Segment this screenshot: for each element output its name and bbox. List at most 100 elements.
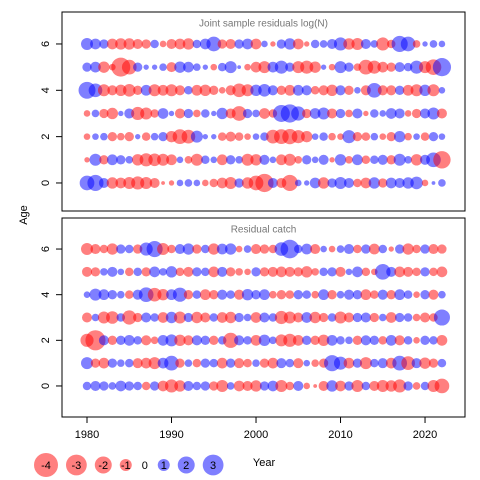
- bubble: [258, 84, 271, 97]
- bubble: [250, 38, 262, 50]
- bubble: [259, 267, 270, 277]
- bubble: [244, 63, 251, 71]
- bubble: [241, 84, 254, 97]
- bubble: [361, 267, 371, 277]
- bubble: [410, 84, 423, 97]
- bubble: [250, 61, 262, 73]
- bubble: [165, 311, 178, 324]
- bubble: [344, 381, 354, 391]
- bubble: [135, 133, 141, 140]
- bubble: [217, 39, 227, 49]
- bubble: [283, 333, 297, 347]
- bubble: [193, 109, 201, 118]
- bubble: [335, 85, 346, 96]
- bubble: [353, 178, 362, 188]
- bubble: [333, 356, 348, 370]
- bubble: [428, 131, 439, 142]
- bubble: [345, 156, 353, 164]
- bubble: [117, 268, 125, 276]
- bubble: [385, 108, 397, 119]
- y-tick-label: 4: [40, 292, 52, 298]
- bubble: [432, 58, 452, 77]
- bubble: [82, 381, 92, 391]
- bubble: [237, 65, 242, 70]
- bubble: [255, 173, 274, 193]
- bubble: [328, 132, 336, 141]
- bubble: [400, 36, 416, 52]
- bubble: [386, 155, 396, 165]
- bubble: [269, 336, 277, 345]
- bubble: [92, 133, 99, 140]
- bubble: [302, 108, 312, 119]
- bubble: [385, 177, 397, 189]
- bubble: [436, 108, 447, 119]
- bubble: [293, 312, 304, 323]
- bubble: [301, 85, 312, 96]
- y-tick-label: 2: [40, 337, 52, 343]
- bubble: [285, 381, 295, 391]
- bubble: [377, 289, 388, 300]
- legend-label: 1: [161, 460, 167, 472]
- bubble: [326, 334, 338, 346]
- bubble: [412, 40, 421, 48]
- bubble: [377, 358, 388, 369]
- bubble: [402, 243, 414, 255]
- bubble: [173, 311, 186, 324]
- bubble: [184, 156, 193, 164]
- bubble: [217, 132, 227, 141]
- legend-bubble: [119, 459, 132, 471]
- bubble: [150, 109, 159, 118]
- bubble: [131, 106, 145, 121]
- bubble: [353, 244, 362, 254]
- bubble: [363, 110, 369, 117]
- bubble: [140, 357, 152, 369]
- bubble: [217, 289, 228, 300]
- bubble: [319, 40, 328, 48]
- bubble: [284, 266, 295, 277]
- bubble: [352, 108, 363, 119]
- bubble: [175, 358, 185, 368]
- bubble: [302, 290, 311, 299]
- bubble: [259, 289, 270, 301]
- bubble: [174, 85, 185, 96]
- bubble: [410, 60, 424, 74]
- legend-label: 2: [183, 460, 189, 472]
- bubble: [438, 290, 446, 299]
- bubble: [394, 177, 405, 188]
- bubble: [172, 287, 188, 302]
- bubble: [438, 179, 446, 187]
- bubble: [107, 290, 118, 300]
- bubble: [360, 335, 371, 346]
- bubble: [241, 288, 254, 301]
- legend-bubble: [66, 454, 87, 476]
- bubble: [251, 267, 261, 277]
- bubble: [106, 311, 119, 324]
- bubble: [243, 336, 252, 345]
- bubble: [200, 358, 210, 368]
- bubble: [181, 129, 196, 144]
- bubble: [108, 382, 117, 390]
- bubble: [413, 337, 420, 344]
- bubble: [283, 311, 296, 324]
- bubble: [125, 267, 134, 277]
- bubble: [201, 109, 210, 118]
- bubble: [420, 381, 430, 391]
- bubble: [344, 85, 354, 95]
- bubble: [343, 357, 355, 369]
- bubble: [241, 153, 254, 166]
- x-tick-label: 1980: [75, 429, 99, 441]
- bubble: [343, 38, 355, 50]
- bubble: [301, 243, 313, 255]
- bubble: [370, 155, 379, 165]
- bubble: [395, 312, 405, 323]
- bubble: [242, 108, 253, 119]
- y-tick-label: 6: [40, 246, 52, 252]
- bubble: [259, 244, 270, 254]
- bubble: [318, 312, 329, 323]
- bubble: [161, 181, 165, 185]
- bubble: [328, 245, 336, 253]
- bubble: [420, 244, 430, 254]
- bubble: [141, 381, 151, 391]
- bubble: [311, 268, 319, 276]
- bubble: [150, 313, 159, 322]
